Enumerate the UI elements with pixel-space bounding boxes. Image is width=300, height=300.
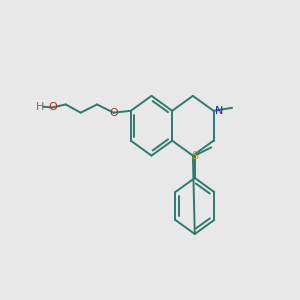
Text: S: S [191, 151, 198, 160]
Text: O: O [48, 102, 57, 112]
Text: O: O [109, 108, 118, 118]
Text: N: N [215, 106, 223, 116]
Text: H: H [35, 102, 44, 112]
